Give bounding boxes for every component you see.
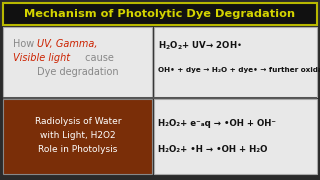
Text: Mechanism of Photolytic Dye Degradation: Mechanism of Photolytic Dye Degradation — [24, 9, 296, 19]
Bar — [3, 99, 152, 174]
Text: with Light, H2O2: with Light, H2O2 — [40, 132, 116, 141]
Text: OH• + dye → H₂O + dye• → further oxidation: OH• + dye → H₂O + dye• → further oxidati… — [158, 67, 320, 73]
Text: Visible light: Visible light — [13, 53, 70, 63]
Text: Dye degradation: Dye degradation — [37, 67, 119, 77]
Text: Radiolysis of Water: Radiolysis of Water — [35, 118, 121, 127]
Bar — [3, 3, 317, 25]
Bar — [154, 27, 317, 97]
Text: How: How — [13, 39, 37, 49]
Text: cause: cause — [82, 53, 114, 63]
Text: H₂O₂+ •H → •OH + H₂O: H₂O₂+ •H → •OH + H₂O — [158, 145, 268, 154]
Text: H₂O₂+ e⁻ₐq → •OH + OH⁻: H₂O₂+ e⁻ₐq → •OH + OH⁻ — [158, 118, 276, 127]
Bar — [3, 27, 152, 97]
Bar — [3, 97, 317, 99]
Text: UV, Gamma,: UV, Gamma, — [37, 39, 98, 49]
Text: $\mathregular{H_2O_2}$+ UV→ 2OH•: $\mathregular{H_2O_2}$+ UV→ 2OH• — [158, 40, 242, 52]
Bar — [154, 99, 317, 174]
Text: Role in Photolysis: Role in Photolysis — [38, 145, 118, 154]
